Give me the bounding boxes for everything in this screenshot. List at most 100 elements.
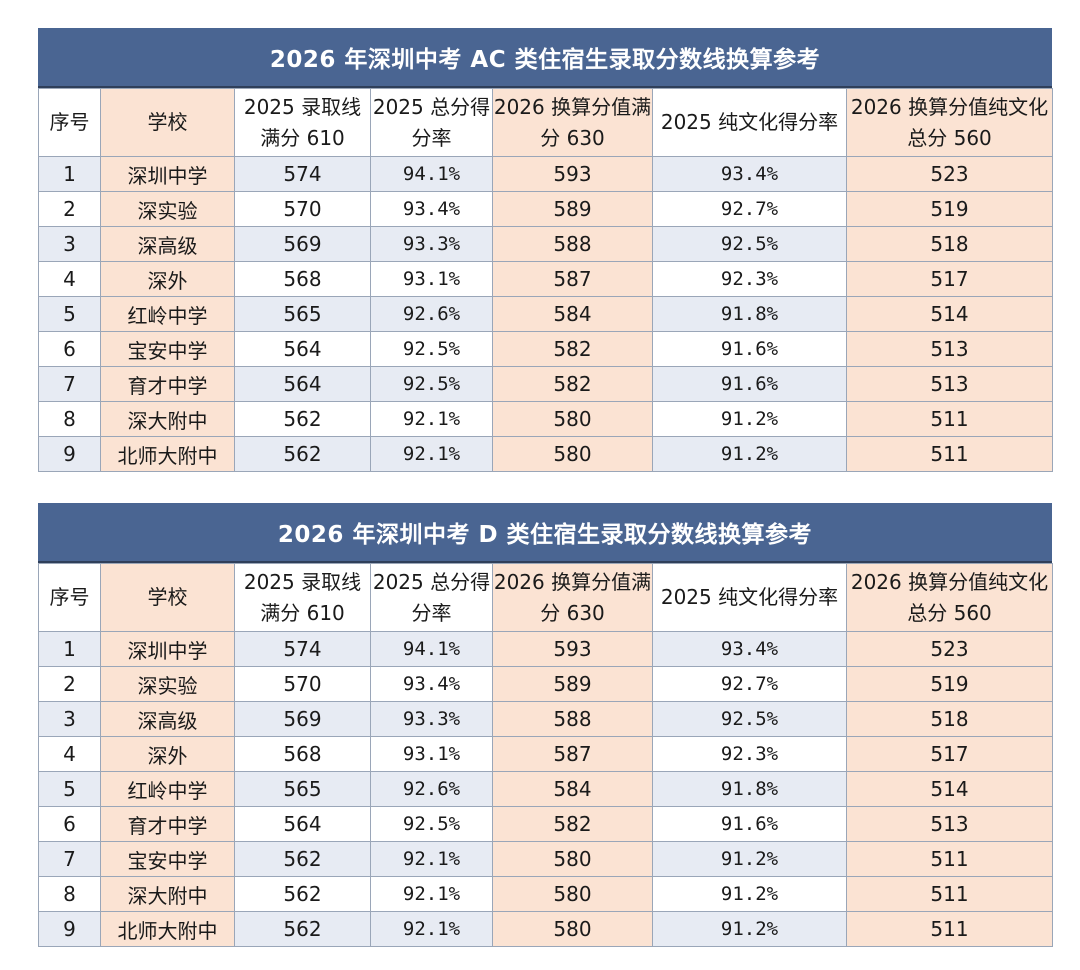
header-seq: 序号 (38, 88, 101, 157)
table-row: 9 北师大附中 562 92.1% 580 91.2% 511 (38, 911, 1053, 947)
header-row: 序号 学校 2025 录取线满分 610 2025 总分得分率 2026 换算分… (38, 563, 1053, 632)
cell-seq: 2 (38, 191, 101, 227)
cell-conv-2026: 582 (492, 806, 653, 842)
cell-seq: 6 (38, 806, 101, 842)
cell-conv-2026: 580 (492, 436, 653, 472)
cell-culture-rate: 92.7% (652, 666, 847, 702)
cell-conv-2026: 588 (492, 226, 653, 262)
cell-conv-2026: 589 (492, 191, 653, 227)
cell-culture-rate: 92.7% (652, 191, 847, 227)
cell-rate-2025: 93.3% (370, 701, 493, 737)
cell-conv-2026: 587 (492, 261, 653, 297)
cell-school: 深外 (100, 261, 235, 297)
cell-conv-2026: 589 (492, 666, 653, 702)
cell-conv-2026: 582 (492, 331, 653, 367)
ac-table-title: 2026 年深圳中考 AC 类住宿生录取分数线换算参考 (38, 28, 1052, 88)
cell-conv-culture: 513 (846, 331, 1053, 367)
cell-culture-rate: 91.2% (652, 841, 847, 877)
cell-rate-2025: 92.1% (370, 911, 493, 947)
d-table-body: 1 深圳中学 574 94.1% 593 93.4% 523 2 深实验 570 93.4% 589 9… (38, 631, 1053, 947)
cell-school: 深外 (100, 736, 235, 772)
table-row: 1 深圳中学 574 94.1% 593 93.4% 523 (38, 631, 1053, 667)
cell-seq: 5 (38, 296, 101, 332)
cell-rate-2025: 93.4% (370, 191, 493, 227)
cell-seq: 1 (38, 156, 101, 192)
cell-rate-2025: 92.5% (370, 331, 493, 367)
cell-conv-2026: 582 (492, 366, 653, 402)
cell-school: 深大附中 (100, 876, 235, 912)
d-score-table: 序号 学校 2025 录取线满分 610 2025 总分得分率 2026 换算分… (38, 563, 1053, 947)
cell-conv-2026: 584 (492, 771, 653, 807)
cell-school: 深实验 (100, 666, 235, 702)
cell-seq: 1 (38, 631, 101, 667)
cell-rate-2025: 93.1% (370, 736, 493, 772)
cell-line-2025: 562 (234, 911, 371, 947)
table-row: 7 宝安中学 562 92.1% 580 91.2% 511 (38, 841, 1053, 877)
cell-school: 育才中学 (100, 806, 235, 842)
cell-culture-rate: 92.5% (652, 226, 847, 262)
cell-culture-rate: 91.8% (652, 771, 847, 807)
cell-school: 深圳中学 (100, 156, 235, 192)
cell-culture-rate: 91.2% (652, 401, 847, 437)
cell-line-2025: 562 (234, 401, 371, 437)
cell-school: 北师大附中 (100, 436, 235, 472)
header-conv-2026: 2026 换算分值满分 630 (492, 563, 653, 632)
cell-seq: 9 (38, 436, 101, 472)
cell-culture-rate: 92.5% (652, 701, 847, 737)
table-row: 9 北师大附中 562 92.1% 580 91.2% 511 (38, 436, 1053, 472)
header-rate-2025: 2025 总分得分率 (370, 88, 493, 157)
table-row: 5 红岭中学 565 92.6% 584 91.8% 514 (38, 296, 1053, 332)
header-school: 学校 (100, 563, 235, 632)
cell-rate-2025: 93.4% (370, 666, 493, 702)
cell-rate-2025: 92.6% (370, 771, 493, 807)
cell-line-2025: 568 (234, 261, 371, 297)
cell-line-2025: 574 (234, 631, 371, 667)
table-row: 8 深大附中 562 92.1% 580 91.2% 511 (38, 401, 1053, 437)
cell-conv-culture: 511 (846, 436, 1053, 472)
cell-seq: 7 (38, 841, 101, 877)
cell-conv-2026: 587 (492, 736, 653, 772)
cell-school: 深实验 (100, 191, 235, 227)
ac-table-body: 1 深圳中学 574 94.1% 593 93.4% 523 2 深实验 570 93.4% 589 9… (38, 156, 1053, 472)
header-seq: 序号 (38, 563, 101, 632)
header-conv-2026: 2026 换算分值满分 630 (492, 88, 653, 157)
cell-conv-2026: 588 (492, 701, 653, 737)
header-culture-rate-2025: 2025 纯文化得分率 (652, 88, 847, 157)
cell-school: 深圳中学 (100, 631, 235, 667)
cell-rate-2025: 92.1% (370, 436, 493, 472)
cell-seq: 2 (38, 666, 101, 702)
cell-rate-2025: 94.1% (370, 156, 493, 192)
cell-school: 红岭中学 (100, 296, 235, 332)
cell-line-2025: 562 (234, 876, 371, 912)
cell-school: 育才中学 (100, 366, 235, 402)
cell-conv-2026: 593 (492, 631, 653, 667)
cell-culture-rate: 91.6% (652, 366, 847, 402)
cell-line-2025: 565 (234, 771, 371, 807)
cell-seq: 8 (38, 876, 101, 912)
cell-conv-2026: 584 (492, 296, 653, 332)
cell-culture-rate: 91.6% (652, 331, 847, 367)
cell-school: 北师大附中 (100, 911, 235, 947)
cell-line-2025: 570 (234, 666, 371, 702)
cell-rate-2025: 94.1% (370, 631, 493, 667)
cell-rate-2025: 92.1% (370, 401, 493, 437)
cell-school: 宝安中学 (100, 841, 235, 877)
cell-seq: 4 (38, 261, 101, 297)
cell-line-2025: 569 (234, 701, 371, 737)
table-row: 4 深外 568 93.1% 587 92.3% 517 (38, 261, 1053, 297)
cell-conv-2026: 580 (492, 876, 653, 912)
cell-conv-culture: 523 (846, 631, 1053, 667)
cell-seq: 3 (38, 226, 101, 262)
cell-school: 宝安中学 (100, 331, 235, 367)
cell-rate-2025: 92.5% (370, 366, 493, 402)
cell-culture-rate: 92.3% (652, 261, 847, 297)
cell-line-2025: 574 (234, 156, 371, 192)
cell-school: 深高级 (100, 226, 235, 262)
cell-culture-rate: 93.4% (652, 631, 847, 667)
cell-rate-2025: 92.1% (370, 841, 493, 877)
cell-seq: 3 (38, 701, 101, 737)
cell-conv-2026: 593 (492, 156, 653, 192)
header-rate-2025: 2025 总分得分率 (370, 563, 493, 632)
cell-line-2025: 570 (234, 191, 371, 227)
cell-conv-culture: 519 (846, 191, 1053, 227)
